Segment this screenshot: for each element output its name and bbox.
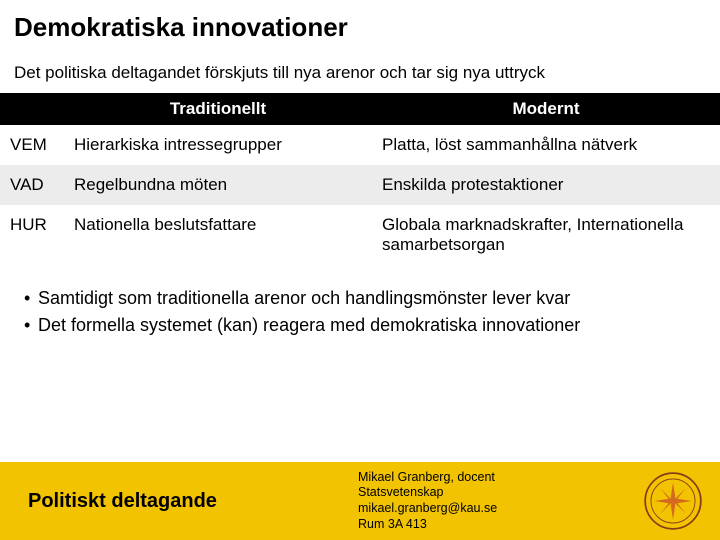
row-label: VEM	[0, 125, 64, 165]
bullet-item: • Det formella systemet (kan) reagera me…	[24, 314, 706, 337]
bullet-item: • Samtidigt som traditionella arenor och…	[24, 287, 706, 310]
bullet-text: Det formella systemet (kan) reagera med …	[38, 314, 580, 337]
cell-trad: Hierarkiska intressegrupper	[64, 125, 372, 165]
comparison-table: Traditionellt Modernt VEM Hierarkiska in…	[0, 93, 720, 265]
table-row: VEM Hierarkiska intressegrupper Platta, …	[0, 125, 720, 165]
table: Traditionellt Modernt VEM Hierarkiska in…	[0, 93, 720, 265]
bullet-dot-icon: •	[24, 314, 38, 337]
footer-section-title: Politiskt deltagande	[0, 490, 330, 513]
footer-info-line: mikael.granberg@kau.se	[358, 501, 644, 517]
subtitle: Det politiska deltagandet förskjuts till…	[0, 49, 720, 93]
table-header-corner	[0, 93, 64, 125]
footer-bar: Politiskt deltagande Mikael Granberg, do…	[0, 462, 720, 540]
table-header-traditionellt: Traditionellt	[64, 93, 372, 125]
footer-info-line: Mikael Granberg, docent	[358, 470, 644, 486]
bullet-list: • Samtidigt som traditionella arenor och…	[0, 265, 720, 352]
cell-trad: Nationella beslutsfattare	[64, 205, 372, 265]
table-header-row: Traditionellt Modernt	[0, 93, 720, 125]
bullet-dot-icon: •	[24, 287, 38, 310]
cell-mod: Globala marknadskrafter, Internationella…	[372, 205, 720, 265]
row-label: HUR	[0, 205, 64, 265]
table-row: VAD Regelbundna möten Enskilda protestak…	[0, 165, 720, 205]
cell-mod: Enskilda protestaktioner	[372, 165, 720, 205]
cell-trad: Regelbundna möten	[64, 165, 372, 205]
footer-info-line: Statsvetenskap	[358, 485, 644, 501]
footer-author-info: Mikael Granberg, docent Statsvetenskap m…	[330, 470, 644, 533]
table-header-modernt: Modernt	[372, 93, 720, 125]
cell-mod: Platta, löst sammanhållna nätverk	[372, 125, 720, 165]
row-label: VAD	[0, 165, 64, 205]
table-row: HUR Nationella beslutsfattare Globala ma…	[0, 205, 720, 265]
university-logo-icon	[644, 472, 702, 530]
bullet-text: Samtidigt som traditionella arenor och h…	[38, 287, 570, 310]
page-title: Demokratiska innovationer	[0, 0, 720, 49]
slide: Demokratiska innovationer Det politiska …	[0, 0, 720, 540]
footer-info-line: Rum 3A 413	[358, 517, 644, 533]
